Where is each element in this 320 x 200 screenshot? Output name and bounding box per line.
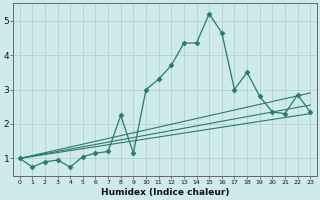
X-axis label: Humidex (Indice chaleur): Humidex (Indice chaleur) <box>101 188 229 197</box>
